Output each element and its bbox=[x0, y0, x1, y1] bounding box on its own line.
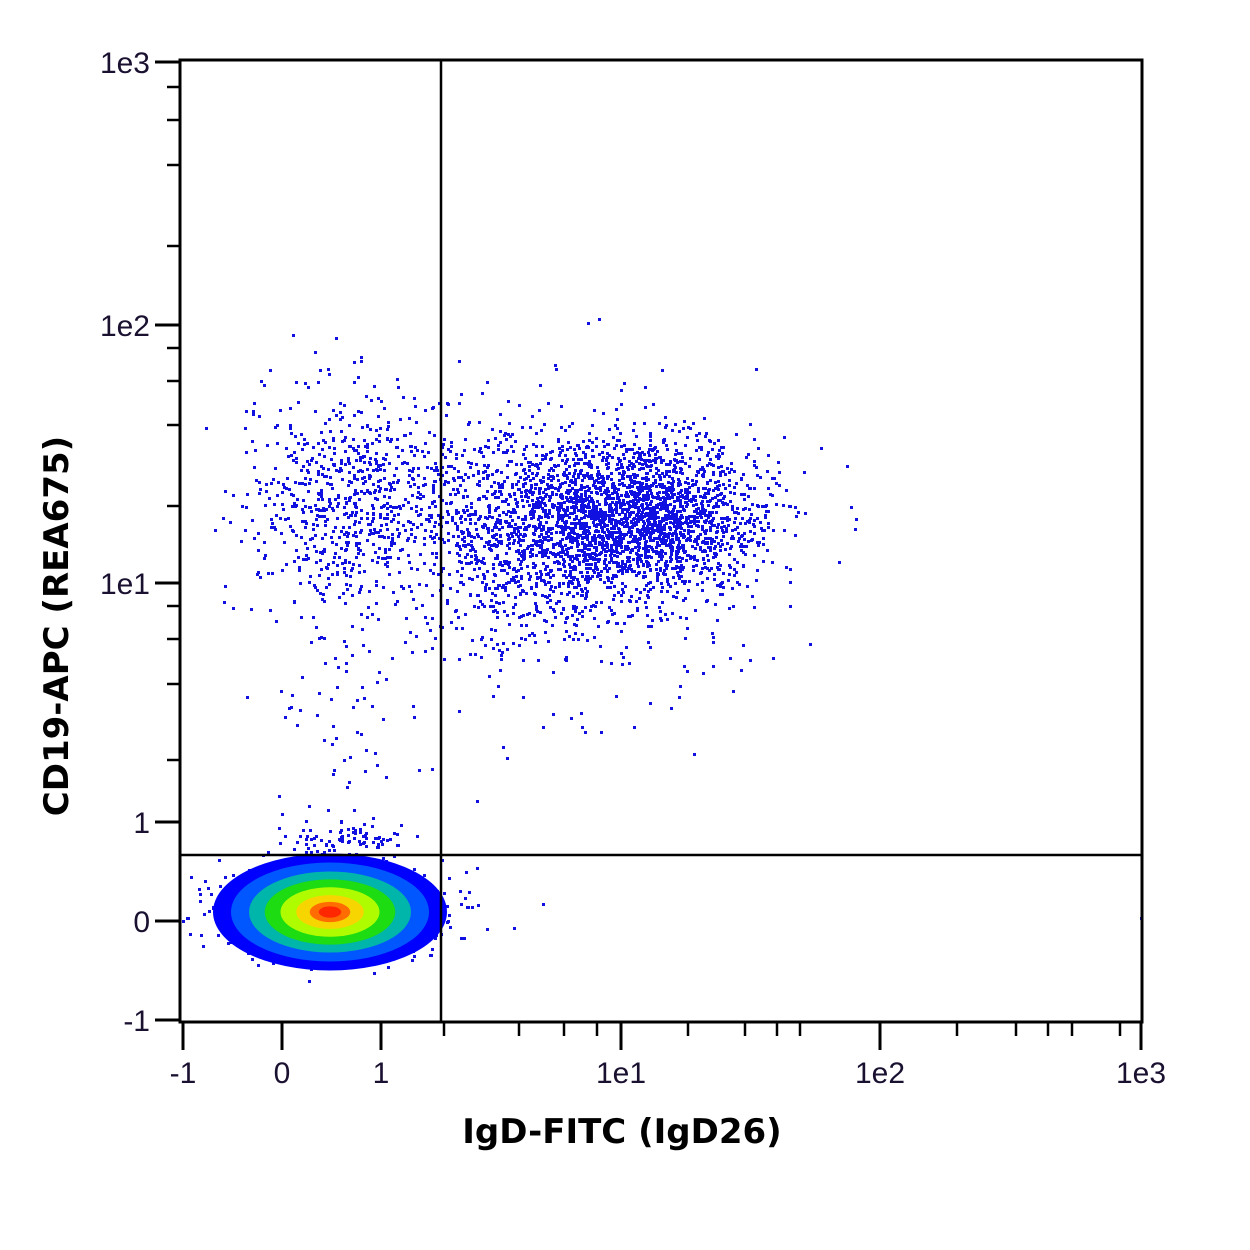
y-tick-label: 1 bbox=[133, 807, 150, 840]
x-tick-label: 0 bbox=[274, 1057, 291, 1090]
density-core bbox=[213, 853, 447, 971]
x-tick-label: 1e2 bbox=[855, 1057, 905, 1090]
x-tick-label: 1e3 bbox=[1116, 1057, 1166, 1090]
y-tick-label: 1e3 bbox=[100, 47, 150, 80]
y-tick-label: -1 bbox=[123, 1005, 150, 1038]
x-axis-title: IgD-FITC (IgD26) bbox=[462, 1112, 781, 1152]
x-tick-label: 1e1 bbox=[596, 1057, 646, 1090]
y-tick-label: 0 bbox=[133, 906, 150, 939]
y-tick-label: 1e2 bbox=[100, 310, 150, 343]
y-tick-label: 1e1 bbox=[100, 568, 150, 601]
x-tick-label: -1 bbox=[170, 1057, 197, 1090]
quadrant-gate bbox=[180, 60, 1142, 1022]
y-axis: 1e3 1e2 1e1 1 0 -1 bbox=[100, 47, 180, 1038]
x-tick-label: 1 bbox=[373, 1057, 390, 1090]
y-axis-title: CD19-APC (REA675) bbox=[37, 436, 77, 816]
x-axis: -1 0 1 1e1 1e2 1e3 bbox=[170, 1020, 1166, 1090]
